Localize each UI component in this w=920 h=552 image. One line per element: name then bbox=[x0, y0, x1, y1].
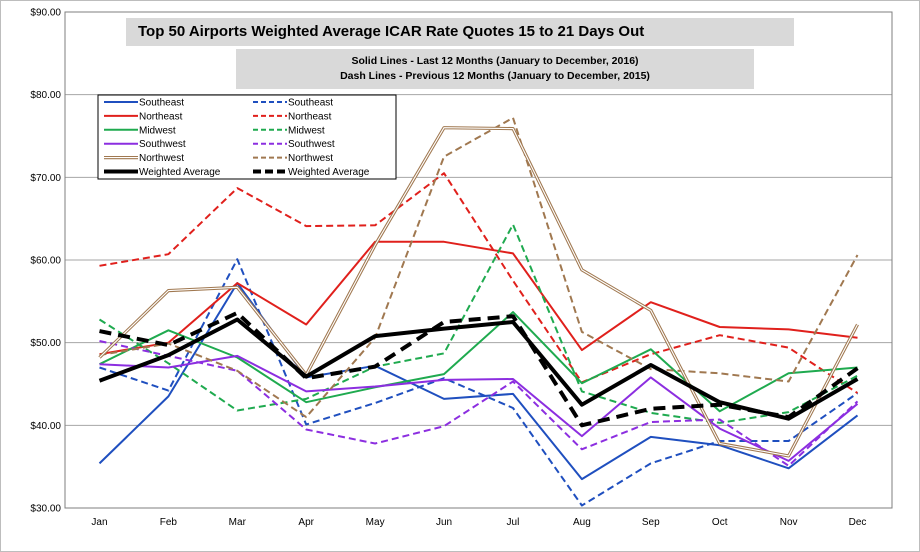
y-tick-label: $60.00 bbox=[30, 256, 61, 267]
legend-label: Northeast bbox=[139, 111, 183, 122]
legend-label: Weighted Average bbox=[139, 167, 221, 178]
series-northeast-dashed bbox=[99, 172, 859, 394]
legend-label: Weighted Average bbox=[288, 167, 370, 178]
subtitle-line-solid: Solid Lines - Last 12 Months (January to… bbox=[351, 55, 639, 67]
subtitle-line-dash: Dash Lines - Previous 12 Months (January… bbox=[340, 70, 650, 82]
x-tick-label: May bbox=[366, 517, 385, 528]
series-northwest-solid bbox=[99, 127, 858, 457]
x-tick-label: Mar bbox=[229, 517, 247, 528]
legend-label: Southeast bbox=[139, 98, 184, 109]
x-tick-label: Feb bbox=[160, 517, 178, 528]
x-tick-label: Sep bbox=[642, 517, 660, 528]
series-midwest-dashed bbox=[98, 223, 858, 424]
x-tick-label: Dec bbox=[849, 517, 867, 528]
chart-title: Top 50 Airports Weighted Average ICAR Ra… bbox=[126, 18, 794, 46]
chart-subtitle: Solid Lines - Last 12 Months (January to… bbox=[236, 49, 754, 89]
y-tick-label: $70.00 bbox=[30, 173, 61, 184]
x-tick-label: Oct bbox=[712, 517, 728, 528]
series-northwest-dashed bbox=[99, 116, 859, 419]
x-tick-label: Nov bbox=[780, 517, 798, 528]
series-southeast-solid bbox=[98, 282, 859, 481]
series-southwest-dashed bbox=[99, 340, 859, 467]
y-tick-label: $90.00 bbox=[30, 8, 61, 19]
y-tick-label: $80.00 bbox=[30, 90, 61, 101]
legend-label: Midwest bbox=[288, 125, 325, 136]
y-axis-tick-labels: $30.00 $40.00 $50.00 $60.00 $70.00 $80.00 $90.… bbox=[30, 8, 61, 515]
legend-label: Northeast bbox=[288, 111, 332, 122]
legend-box bbox=[97, 94, 397, 180]
legend-label: Northwest bbox=[139, 153, 184, 164]
x-tick-label: Jul bbox=[507, 517, 520, 528]
x-tick-label: Jun bbox=[436, 517, 452, 528]
series-northeast-solid bbox=[99, 240, 858, 356]
x-axis-tick-labels: Jan Feb Mar Apr May Jun Jul Aug Sep Oct Nov Dec bbox=[91, 517, 866, 528]
x-tick-label: Jan bbox=[91, 517, 107, 528]
y-tick-label: $40.00 bbox=[30, 421, 61, 432]
x-tick-label: Apr bbox=[298, 517, 314, 528]
series-southeast-dashed bbox=[99, 258, 859, 507]
y-tick-label: $50.00 bbox=[30, 338, 61, 349]
series-weighted-average-dashed bbox=[99, 310, 859, 428]
legend-label: Southwest bbox=[139, 139, 186, 150]
legend-label: Northwest bbox=[288, 153, 333, 164]
series-lines bbox=[98, 116, 859, 507]
y-tick-label: $30.00 bbox=[30, 504, 61, 515]
legend: Southeast Southeast Northeast Northeast Midw… bbox=[97, 94, 397, 180]
legend-label: Southeast bbox=[288, 98, 333, 109]
legend-label: Midwest bbox=[139, 125, 176, 136]
series-southwest-solid bbox=[99, 354, 859, 462]
plot-area-border bbox=[64, 11, 893, 509]
legend-label: Southwest bbox=[288, 139, 335, 150]
x-tick-label: Aug bbox=[573, 517, 591, 528]
